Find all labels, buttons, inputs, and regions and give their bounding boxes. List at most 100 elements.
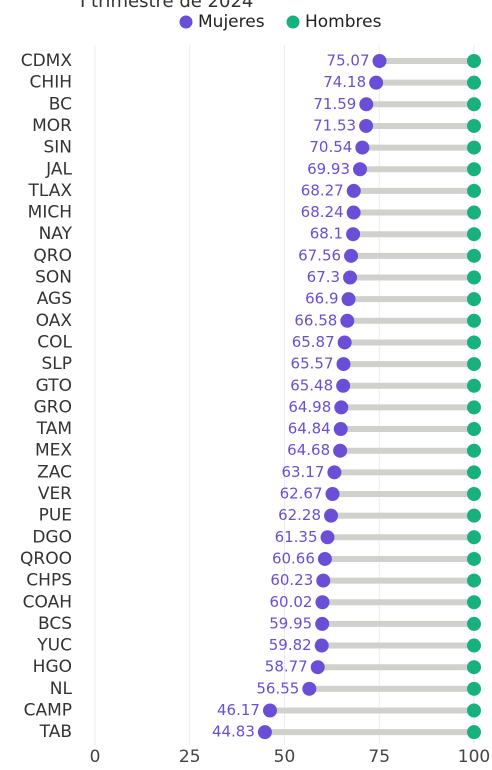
dot-hombres [467,725,481,740]
dot-mujeres [340,313,355,328]
y-tick-label: CDMX [21,51,73,71]
y-tick-label: TLAX [27,181,72,201]
data-label: 56.55 [256,679,299,697]
dot-mujeres [325,487,340,501]
data-label: 63.17 [281,463,324,481]
y-tick-label: GRO [34,397,72,417]
dot-mujeres [302,681,317,696]
y-tick-label: TAM [36,419,72,439]
x-tick-label: 0 [90,747,101,767]
dot-hombres [467,335,481,350]
x-tick-label: 75 [368,747,390,767]
data-label: 64.68 [287,441,330,459]
y-tick-label: MEX [35,441,72,461]
dot-mujeres [353,162,368,177]
data-label: 75.07 [327,52,370,70]
y-tick-label: BC [49,94,72,114]
dot-hombres [467,595,481,610]
y-tick-label: VER [38,484,72,504]
y-tick-label: SON [35,268,72,288]
data-label: 60.02 [270,593,313,611]
dot-mujeres [317,551,332,566]
y-tick-label: COL [37,332,72,352]
y-tick-label: CAMP [24,701,72,721]
dot-mujeres [324,508,339,523]
dot-hombres [467,248,481,263]
y-tick-label: NAY [39,224,73,244]
y-tick-label: SIN [43,138,72,158]
dot-hombres [467,422,481,437]
dot-mujeres [359,118,374,133]
data-label: 64.84 [288,420,331,438]
dot-hombres [467,270,481,285]
dot-mujeres [320,530,335,545]
data-label: 65.48 [290,376,333,394]
data-label: 59.95 [269,614,312,632]
data-label: 67.3 [307,268,340,286]
dot-mujeres [359,97,374,112]
dot-mujeres [341,292,356,307]
dot-hombres [467,681,481,696]
dot-mujeres [314,638,329,653]
dot-hombres [467,443,481,458]
y-tick-label: HGO [33,657,72,677]
dot-hombres [467,551,481,566]
dot-hombres [467,378,481,393]
y-tick-label: GTO [36,376,72,396]
data-label: 68.1 [310,225,343,243]
y-tick-label: SLP [41,354,72,374]
dot-mujeres [333,422,348,437]
dot-mujeres [315,595,330,610]
y-tick-label: BCS [38,614,72,634]
data-label: 68.27 [301,181,344,199]
data-label: 60.66 [272,549,315,567]
data-label: 71.59 [313,95,356,113]
dot-hombres [467,616,481,631]
data-label: 58.77 [265,658,308,676]
data-label: 69.93 [307,160,350,178]
legend-marker [286,15,300,29]
y-tick-label: QROO [20,549,72,569]
dot-mujeres [346,205,361,220]
y-tick-label: MICH [28,203,72,223]
dot-mujeres [316,573,331,588]
dot-hombres [467,118,481,133]
data-label: 59.82 [269,636,312,654]
dot-mujeres [346,227,361,242]
dot-mujeres [257,725,272,740]
y-tick-label: JAL [45,159,72,179]
dot-mujeres [333,443,348,458]
data-label: 64.98 [288,398,331,416]
dot-hombres [467,357,481,372]
subtitle: I trimestre de 2024 [80,0,253,12]
dot-mujeres [336,378,351,393]
y-tick-label: MOR [32,116,72,136]
dot-hombres [467,54,481,68]
dot-hombres [467,573,481,588]
y-tick-label: AGS [37,289,72,309]
dot-hombres [467,465,481,480]
y-tick-label: CHIH [30,73,72,93]
dot-hombres [467,162,481,177]
dot-mujeres [327,465,342,480]
dot-hombres [467,703,481,718]
y-tick-label: CHPS [26,571,72,591]
data-label: 66.58 [294,311,337,329]
dot-hombres [467,97,481,112]
data-label: 62.28 [278,506,321,524]
dot-mujeres [315,616,330,631]
data-label: 65.57 [291,355,334,373]
dot-mujeres [310,660,325,675]
x-tick-label: 100 [458,747,490,767]
y-tick-label: DGO [32,527,72,547]
data-label: 65.87 [292,333,335,351]
dot-hombres [467,508,481,523]
y-tick-label: QRO [33,246,72,266]
y-tick-label: TAB [39,722,72,742]
y-tick-label: OAX [36,311,73,331]
dot-mujeres [355,140,370,155]
legend-label: Mujeres [198,12,265,32]
dot-hombres [467,183,481,198]
dot-mujeres [369,75,384,90]
dot-hombres [467,660,481,675]
